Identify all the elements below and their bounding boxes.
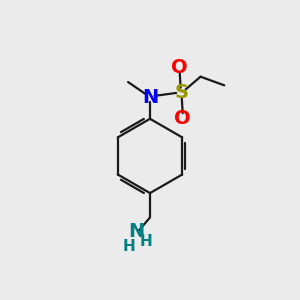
Text: O: O (171, 58, 188, 77)
Text: O: O (174, 109, 191, 128)
Text: N: N (128, 222, 145, 241)
Text: S: S (174, 83, 188, 102)
Text: H: H (139, 234, 152, 249)
Text: H: H (122, 239, 135, 254)
Text: N: N (142, 88, 158, 107)
